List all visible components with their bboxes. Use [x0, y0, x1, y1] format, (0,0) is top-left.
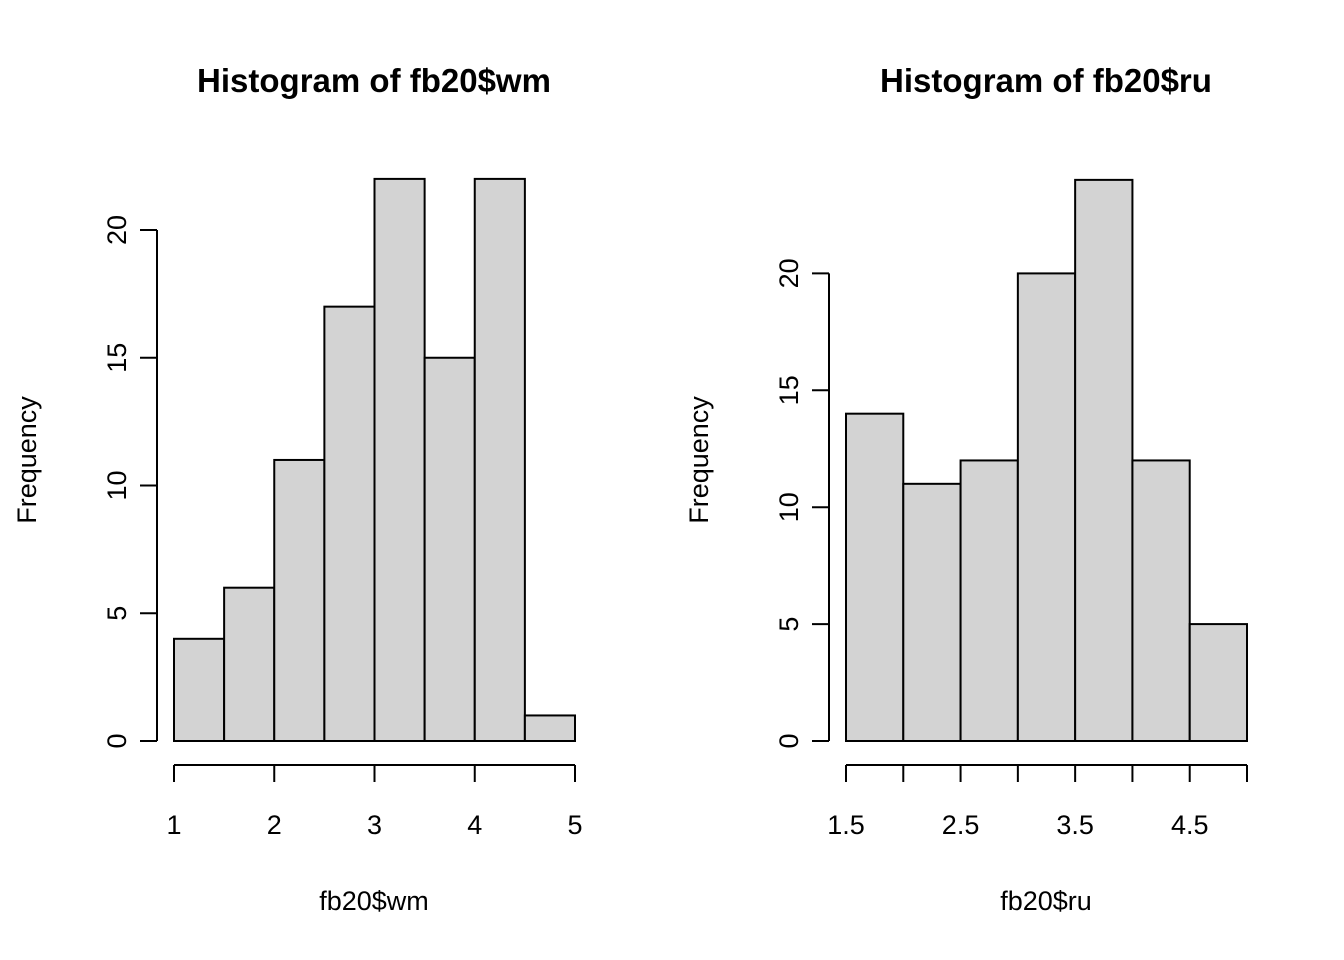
histogram-bar	[373, 177, 426, 742]
histogram-bar	[223, 586, 276, 743]
histogram-bar	[845, 412, 905, 742]
x-tick-label: 4.5	[1171, 810, 1209, 840]
histogram-bar	[1188, 623, 1248, 742]
x-tick-label: 2	[267, 810, 282, 840]
y-tick-label: 5	[774, 617, 804, 632]
histogram-bar	[523, 714, 576, 743]
y-tick-label: 10	[774, 492, 804, 522]
x-axis: 1 2 3 4 5	[166, 764, 583, 840]
bar-group	[845, 178, 1248, 742]
histogram-bar	[959, 459, 1019, 742]
x-axis-title: fb20$ru	[1000, 886, 1092, 916]
histogram-bar	[1074, 178, 1134, 742]
chart-title: Histogram of fb20$wm	[197, 62, 551, 99]
y-axis-title: Frequency	[684, 396, 714, 524]
x-tick-label: 3	[367, 810, 382, 840]
histogram-bar	[173, 637, 226, 742]
chart-title: Histogram of fb20$ru	[880, 62, 1212, 99]
x-tick-label: 2.5	[942, 810, 980, 840]
x-axis: 1.5 2.5 3.5 4.5	[827, 764, 1248, 840]
y-tick-label: 10	[102, 470, 132, 500]
x-tick-label: 4	[467, 810, 482, 840]
histogram-bar	[273, 458, 326, 742]
y-tick-label: 20	[774, 258, 804, 288]
histogram-bar	[473, 177, 526, 742]
x-tick-label: 3.5	[1056, 810, 1094, 840]
histogram-bar	[1131, 459, 1191, 742]
y-axis: 0 5 10 15 20	[774, 258, 830, 749]
y-tick-label: 20	[102, 215, 132, 245]
y-tick-label: 5	[102, 606, 132, 621]
x-tick-label: 1.5	[827, 810, 865, 840]
bar-group	[173, 177, 576, 743]
x-tick-label: 1	[166, 810, 181, 840]
y-tick-label: 15	[102, 343, 132, 373]
y-tick-label: 0	[102, 733, 132, 748]
y-tick-label: 15	[774, 375, 804, 405]
histogram-panel-wm: Histogram of fb20$wm fb20$wm Frequency 0…	[12, 62, 583, 916]
histogram-bar	[902, 482, 962, 742]
histogram-bar	[1016, 272, 1077, 742]
x-tick-label: 5	[567, 810, 582, 840]
histogram-bar	[323, 305, 376, 742]
y-tick-label: 0	[774, 733, 804, 748]
histogram-panel-ru: Histogram of fb20$ru fb20$ru Frequency 0…	[684, 62, 1248, 916]
y-axis: 0 5 10 15 20	[102, 215, 158, 749]
histogram-bar	[423, 356, 476, 742]
x-axis-title: fb20$wm	[319, 886, 429, 916]
y-axis-title: Frequency	[12, 396, 42, 524]
